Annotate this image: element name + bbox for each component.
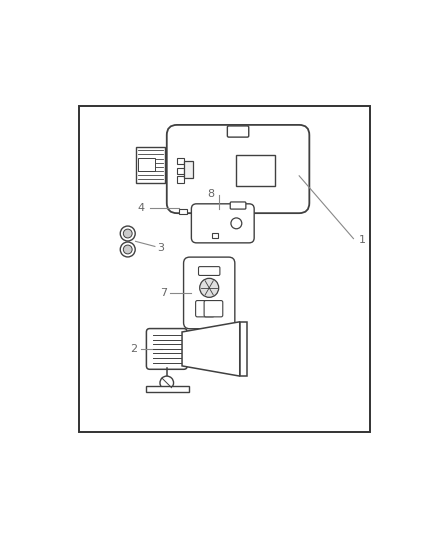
Circle shape: [160, 376, 173, 390]
FancyBboxPatch shape: [198, 266, 220, 276]
Circle shape: [124, 229, 132, 238]
Bar: [212, 233, 218, 238]
FancyBboxPatch shape: [167, 125, 309, 213]
Bar: [136, 147, 165, 183]
Text: 8: 8: [207, 190, 215, 199]
FancyBboxPatch shape: [146, 328, 187, 369]
Circle shape: [120, 242, 135, 257]
Bar: [237, 156, 276, 186]
FancyBboxPatch shape: [191, 204, 254, 243]
FancyBboxPatch shape: [227, 126, 249, 137]
FancyBboxPatch shape: [184, 257, 235, 329]
Bar: [240, 322, 247, 376]
Text: 3: 3: [158, 243, 165, 253]
Bar: [179, 209, 187, 214]
Circle shape: [200, 278, 219, 297]
Text: 7: 7: [160, 288, 167, 298]
Bar: [138, 158, 155, 172]
Bar: [177, 168, 184, 174]
Circle shape: [124, 245, 132, 254]
Polygon shape: [182, 322, 240, 376]
Bar: [78, 106, 371, 432]
Text: 1: 1: [358, 235, 365, 245]
Bar: [177, 158, 184, 164]
FancyBboxPatch shape: [204, 301, 223, 317]
FancyBboxPatch shape: [196, 301, 214, 317]
Bar: [177, 176, 184, 183]
Bar: [146, 386, 189, 392]
FancyBboxPatch shape: [230, 202, 246, 209]
Circle shape: [120, 226, 135, 241]
Text: 2: 2: [130, 344, 137, 354]
Circle shape: [231, 218, 242, 229]
Text: 4: 4: [138, 203, 145, 213]
Bar: [184, 160, 193, 177]
